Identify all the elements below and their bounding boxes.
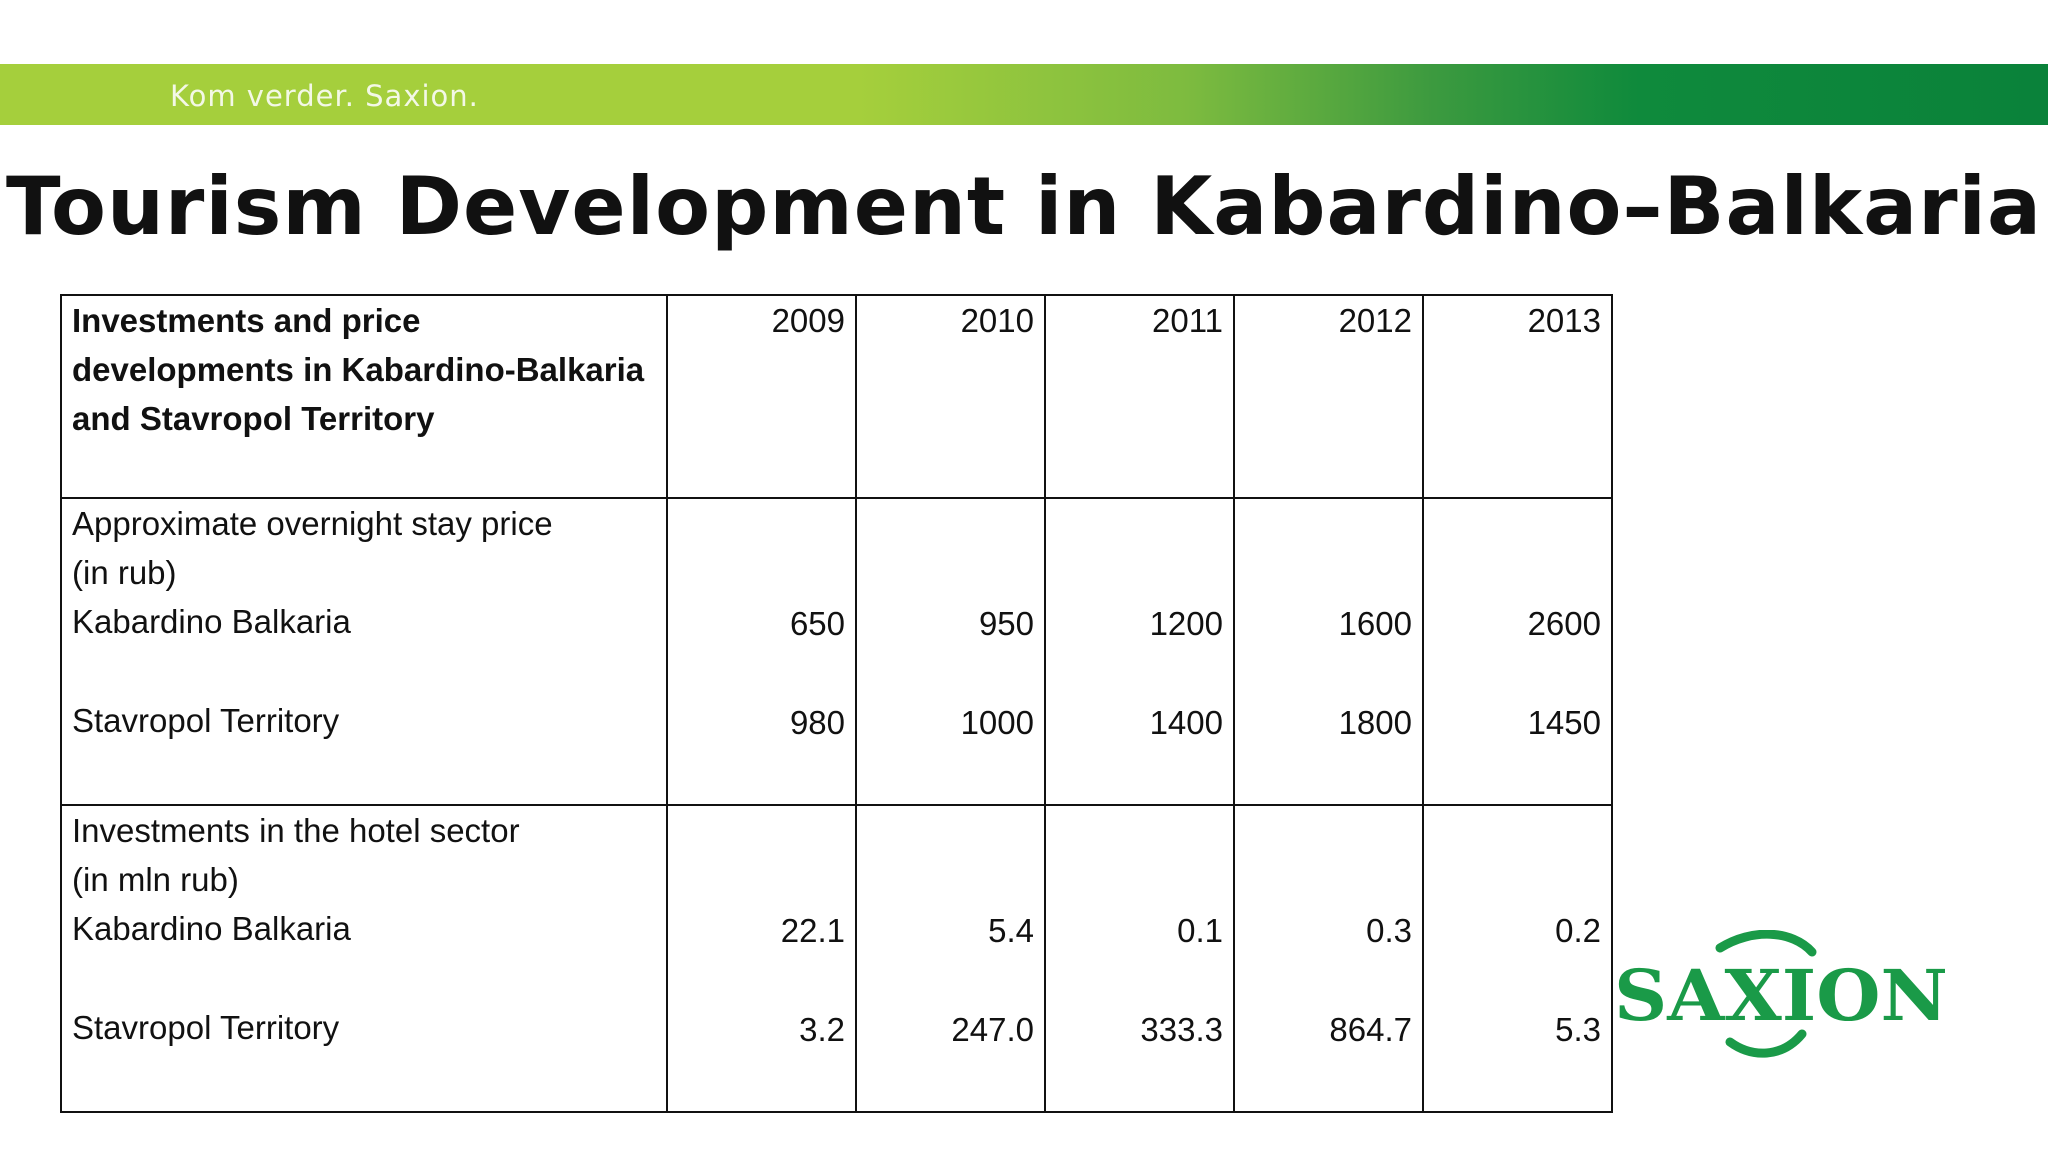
value: 22.1 — [780, 912, 845, 949]
value: 1200 — [1149, 605, 1223, 642]
value: 5.4 — [988, 912, 1034, 949]
year-2011: 2011 — [1044, 294, 1235, 499]
page-title: Tourism Development in Kabardino–Balkari… — [6, 160, 2042, 253]
section-unit: (in mln rub) — [72, 861, 239, 898]
logo-wordmark: SAXION — [1614, 954, 1948, 1037]
region-name: Stavropol Territory — [72, 702, 340, 739]
investments-2011-cell: 0.1 333.3 — [1044, 804, 1235, 1113]
section-label: Approximate overnight stay price — [72, 505, 553, 542]
table-header-row: Investments and price developments in Ka… — [60, 294, 1613, 499]
header-label-cell: Investments and price developments in Ka… — [60, 294, 668, 499]
logo-swoosh-bottom — [1725, 1029, 1807, 1058]
investments-label-cell: Investments in the hotel sector (in mln … — [60, 804, 668, 1113]
value: 950 — [978, 605, 1034, 642]
investments-2009-cell: 22.1 3.2 — [666, 804, 857, 1113]
header-banner: Kom verder. Saxion. — [0, 64, 2048, 125]
overnight-2011-cell: 1200 1400 — [1044, 497, 1235, 806]
value: 864.7 — [1329, 1011, 1412, 1048]
year-2012: 2012 — [1233, 294, 1424, 499]
investments-2013-cell: 0.2 5.3 — [1422, 804, 1613, 1113]
overnight-2012-cell: 1600 1800 — [1233, 497, 1424, 806]
logo-swoosh-top — [1715, 930, 1817, 957]
investments-2010-cell: 5.4 247.0 — [855, 804, 1046, 1113]
table-row-overnight-price: Approximate overnight stay price (in rub… — [60, 497, 1613, 806]
data-table: Investments and price developments in Ka… — [60, 294, 1613, 1113]
year-2009: 2009 — [666, 294, 857, 499]
year-2010: 2010 — [855, 294, 1046, 499]
value: 1800 — [1338, 704, 1412, 741]
region-name: Stavropol Territory — [72, 1009, 340, 1046]
value: 5.3 — [1555, 1011, 1601, 1048]
overnight-2010-cell: 950 1000 — [855, 497, 1046, 806]
header-label-line: Investments and price — [72, 302, 421, 339]
table-row-hotel-investments: Investments in the hotel sector (in mln … — [60, 804, 1613, 1113]
header-label-line: developments in Kabardino-Balkaria — [72, 351, 645, 388]
value: 333.3 — [1140, 1011, 1223, 1048]
value: 0.2 — [1555, 912, 1601, 949]
section-label: Investments in the hotel sector — [72, 812, 520, 849]
section-unit: (in rub) — [72, 554, 177, 591]
value: 0.3 — [1366, 912, 1412, 949]
value: 3.2 — [799, 1011, 845, 1048]
saxion-logo: SAXION — [1614, 930, 1948, 1058]
value: 1400 — [1149, 704, 1223, 741]
value: 650 — [789, 605, 845, 642]
value: 1450 — [1527, 704, 1601, 741]
value: 980 — [789, 704, 845, 741]
region-name: Kabardino Balkaria — [72, 603, 351, 640]
value: 1600 — [1338, 605, 1412, 642]
value: 2600 — [1527, 605, 1601, 642]
overnight-label-cell: Approximate overnight stay price (in rub… — [60, 497, 668, 806]
value: 247.0 — [951, 1011, 1034, 1048]
region-name: Kabardino Balkaria — [72, 910, 351, 947]
header-label-line: and Stavropol Territory — [72, 400, 435, 437]
tagline: Kom verder. Saxion. — [170, 79, 479, 113]
year-2013: 2013 — [1422, 294, 1613, 499]
overnight-2013-cell: 2600 1450 — [1422, 497, 1613, 806]
investments-2012-cell: 0.3 864.7 — [1233, 804, 1424, 1113]
value: 1000 — [960, 704, 1034, 741]
value: 0.1 — [1177, 912, 1223, 949]
overnight-2009-cell: 650 980 — [666, 497, 857, 806]
